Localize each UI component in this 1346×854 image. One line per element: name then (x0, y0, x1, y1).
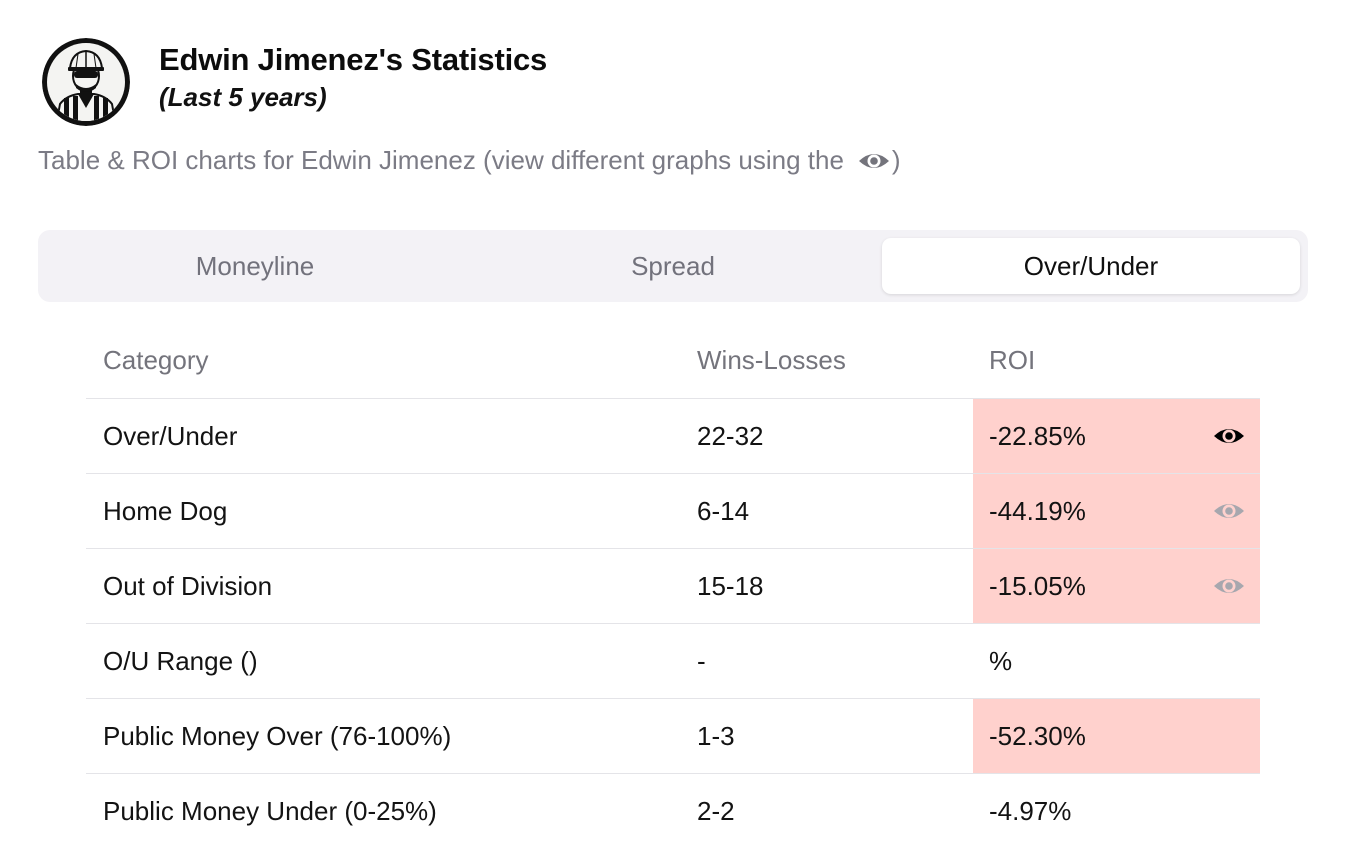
description-text: Table & ROI charts for Edwin Jimenez (vi… (38, 145, 844, 175)
table-row: Out of Division 15-18 -15.05% (86, 549, 1260, 624)
eye-icon (858, 149, 890, 173)
column-header-category: Category (103, 344, 209, 375)
row-roi: % (989, 645, 1013, 676)
tab-spread[interactable]: Spread (631, 250, 715, 281)
eye-icon[interactable] (1212, 422, 1246, 450)
row-roi: -52.30% (989, 720, 1086, 751)
table-row: Public Money Under (0-25%) 2-2 -4.97% (86, 774, 1260, 848)
row-roi-cell: -4.97% (973, 774, 1260, 848)
table-row: Home Dog 6-14 -44.19% (86, 474, 1260, 549)
page-description: Table & ROI charts for Edwin Jimenez (vi… (38, 145, 901, 176)
row-record: 1-3 (697, 720, 735, 751)
row-roi-cell: % (973, 624, 1260, 698)
table-row: O/U Range () - % (86, 624, 1260, 699)
row-roi-cell: -44.19% (973, 474, 1260, 548)
table-row: Over/Under 22-32 -22.85% (86, 399, 1260, 474)
row-record: 22-32 (697, 420, 764, 451)
page-subtitle: (Last 5 years) (159, 82, 327, 112)
page-title: Edwin Jimenez's Statistics (159, 42, 548, 77)
row-category: Home Dog (103, 495, 228, 526)
row-roi-cell: -22.85% (973, 399, 1260, 473)
tab-over-under[interactable]: Over/Under (882, 238, 1300, 294)
row-roi: -44.19% (989, 495, 1086, 526)
eye-icon[interactable] (1212, 497, 1246, 525)
row-category: Public Money Under (0-25%) (103, 795, 437, 826)
row-roi: -22.85% (989, 420, 1086, 451)
row-roi: -4.97% (989, 795, 1072, 826)
row-record: 2-2 (697, 795, 735, 826)
bet-type-tabs: Moneyline Spread Over/Under (38, 230, 1308, 302)
column-header-roi: ROI (989, 344, 1036, 375)
column-header-wins-losses: Wins-Losses (697, 344, 846, 375)
referee-avatar-icon (42, 38, 130, 126)
row-record: 6-14 (697, 495, 750, 526)
row-roi: -15.05% (989, 570, 1086, 601)
row-roi-cell: -15.05% (973, 549, 1260, 623)
row-record: 15-18 (697, 570, 764, 601)
referee-avatar (42, 38, 130, 126)
description-close: ) (891, 145, 901, 175)
row-category: Over/Under (103, 420, 238, 451)
row-roi-cell: -52.30% (973, 699, 1260, 773)
stats-table: Category Wins-Losses ROI Over/Under 22-3… (86, 322, 1260, 848)
tab-moneyline[interactable]: Moneyline (195, 250, 315, 281)
row-record: - (697, 645, 706, 676)
row-category: Public Money Over (76-100%) (103, 720, 452, 751)
eye-icon[interactable] (1212, 572, 1246, 600)
table-header: Category Wins-Losses ROI (86, 322, 1260, 399)
row-category: Out of Division (103, 570, 273, 601)
row-category: O/U Range () (103, 645, 258, 676)
table-row: Public Money Over (76-100%) 1-3 -52.30% (86, 699, 1260, 774)
